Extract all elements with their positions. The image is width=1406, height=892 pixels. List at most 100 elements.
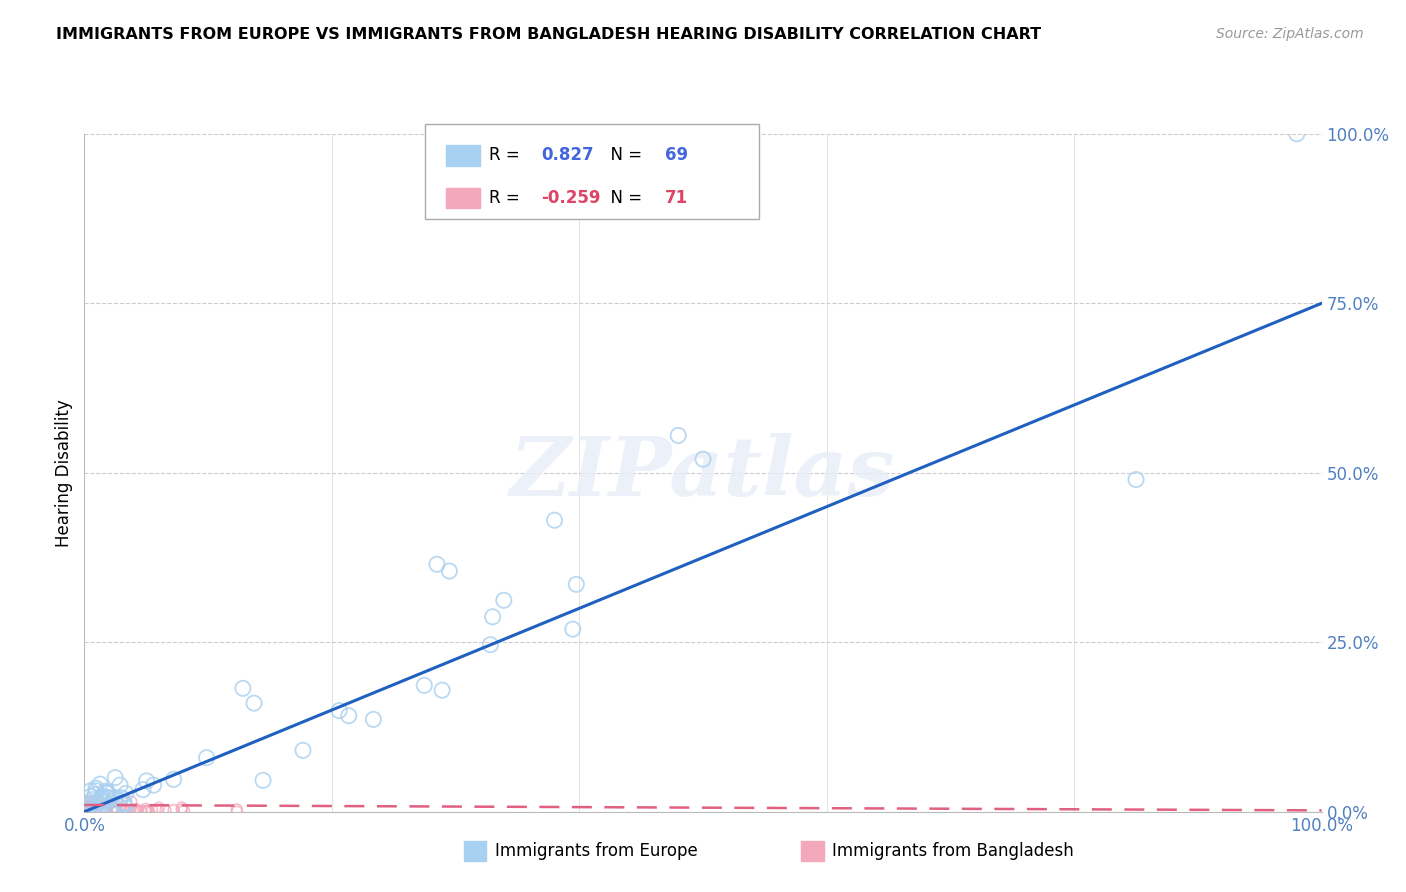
Point <box>141 803 163 817</box>
Point <box>114 805 136 819</box>
Text: IMMIGRANTS FROM EUROPE VS IMMIGRANTS FROM BANGLADESH HEARING DISABILITY CORRELAT: IMMIGRANTS FROM EUROPE VS IMMIGRANTS FRO… <box>56 27 1042 42</box>
Point <box>93 804 115 818</box>
Point <box>84 781 107 796</box>
Point <box>252 773 274 788</box>
Point <box>170 800 193 814</box>
Point <box>80 795 103 809</box>
Point <box>90 795 112 809</box>
Point <box>337 708 360 723</box>
Point <box>155 804 177 818</box>
Point <box>108 778 131 792</box>
FancyBboxPatch shape <box>446 188 481 209</box>
Point <box>96 805 118 819</box>
Point <box>114 803 136 817</box>
Point <box>363 712 385 726</box>
Point <box>104 793 127 807</box>
Point <box>82 803 104 817</box>
Point <box>75 800 97 814</box>
Point <box>666 428 689 442</box>
Point <box>111 805 134 819</box>
Point <box>84 788 107 802</box>
Point <box>82 792 104 806</box>
Point <box>1285 127 1308 141</box>
Point <box>162 772 184 787</box>
Point <box>76 795 98 809</box>
Point <box>75 799 97 814</box>
Point <box>481 609 503 624</box>
Bar <box>801 841 824 861</box>
Point <box>82 805 104 819</box>
Point <box>94 801 117 815</box>
Point <box>75 799 97 814</box>
Point <box>76 805 98 819</box>
Point <box>134 805 156 819</box>
Point <box>565 577 588 591</box>
Point <box>79 800 101 814</box>
Point <box>103 800 125 814</box>
FancyBboxPatch shape <box>446 145 481 166</box>
Point <box>479 638 502 652</box>
Point <box>112 797 135 812</box>
Point <box>226 805 249 819</box>
Point <box>82 802 104 816</box>
Text: R =: R = <box>489 146 530 164</box>
Point <box>103 799 125 814</box>
Point <box>77 801 100 815</box>
Point <box>98 791 121 805</box>
Point <box>124 804 146 818</box>
Point <box>120 795 142 809</box>
Point <box>163 803 186 817</box>
Point <box>75 804 97 818</box>
Point <box>97 796 120 810</box>
Point <box>79 789 101 804</box>
Point <box>292 743 315 757</box>
Text: 69: 69 <box>665 146 688 164</box>
Point <box>243 696 266 710</box>
Point <box>94 804 117 818</box>
Point <box>122 805 145 819</box>
Point <box>91 800 114 814</box>
Point <box>543 513 565 527</box>
Point <box>104 800 127 814</box>
Point <box>129 804 152 818</box>
Point <box>94 805 117 819</box>
Point <box>90 792 112 806</box>
Point <box>90 790 112 805</box>
Y-axis label: Hearing Disability: Hearing Disability <box>55 399 73 547</box>
Point <box>135 773 157 788</box>
Point <box>97 786 120 800</box>
Point <box>104 803 127 817</box>
Point <box>114 804 136 818</box>
FancyBboxPatch shape <box>425 124 759 219</box>
Text: N =: N = <box>600 189 648 207</box>
Point <box>90 804 112 818</box>
Point <box>492 593 515 607</box>
Text: Source: ZipAtlas.com: Source: ZipAtlas.com <box>1216 27 1364 41</box>
Bar <box>464 841 486 861</box>
Point <box>94 786 117 800</box>
Point <box>117 805 139 819</box>
Point <box>84 784 107 798</box>
Point <box>77 803 100 817</box>
Point <box>105 805 128 819</box>
Point <box>146 804 169 818</box>
Point <box>82 801 104 815</box>
Point <box>170 803 193 817</box>
Point <box>125 804 148 818</box>
Point <box>120 804 142 818</box>
Point <box>94 784 117 798</box>
Point <box>112 797 135 812</box>
Point <box>86 804 108 818</box>
Point <box>328 704 350 718</box>
Point <box>89 777 111 791</box>
Point <box>142 778 165 792</box>
Point <box>107 795 129 809</box>
Point <box>84 801 107 815</box>
Point <box>173 804 195 818</box>
Point <box>90 804 112 818</box>
Point <box>114 804 136 818</box>
Text: R =: R = <box>489 189 524 207</box>
Point <box>692 452 714 467</box>
Point <box>103 805 125 819</box>
Point <box>110 790 132 805</box>
